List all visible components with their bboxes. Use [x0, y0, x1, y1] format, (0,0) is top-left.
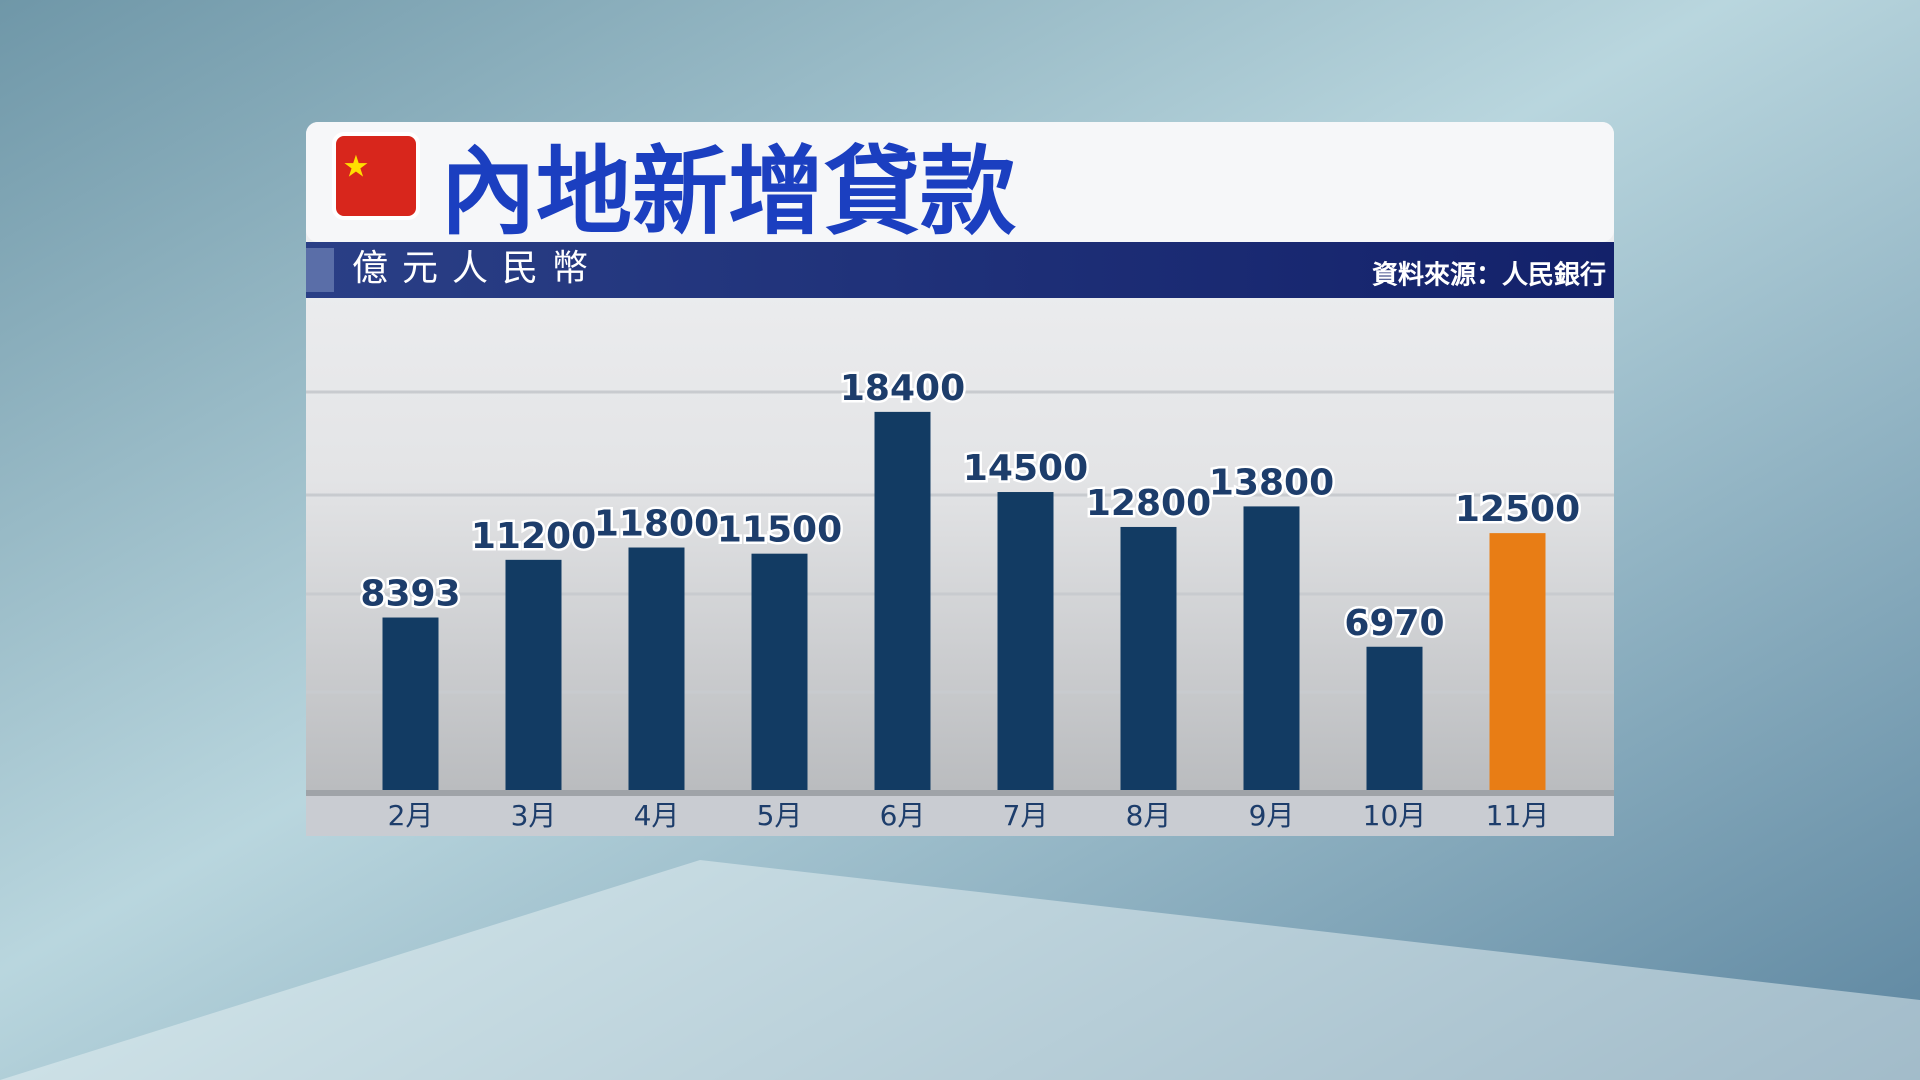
x-tick-label: 10月: [1363, 799, 1427, 832]
value-label: 11800: [594, 504, 719, 545]
bar: [1489, 533, 1546, 790]
value-label: 11200: [471, 516, 596, 557]
bar: [751, 553, 808, 790]
bar: [997, 492, 1054, 790]
x-tick-label: 8月: [1126, 799, 1172, 832]
accent: [306, 248, 334, 292]
source: 資料來源：人民銀行: [1372, 260, 1606, 291]
x-tick-label: 3月: [511, 799, 557, 832]
baseline: [306, 790, 1614, 796]
chart-title: 內地新增貸款: [440, 136, 1016, 248]
value-label: 14500: [963, 448, 1088, 489]
value-label: 12500: [1455, 489, 1580, 530]
bar: [1243, 506, 1300, 790]
category-strip: [306, 796, 1614, 836]
bar: [1120, 526, 1177, 790]
x-tick-label: 2月: [388, 799, 434, 832]
bar: [382, 617, 439, 790]
value-label: 12800: [1086, 483, 1211, 524]
x-tick-label: 11月: [1486, 799, 1550, 832]
decor: [0, 860, 1920, 1080]
value-label: 13800: [1209, 462, 1334, 503]
flag: [332, 132, 420, 220]
x-tick-label: 6月: [880, 799, 926, 832]
bar: [628, 547, 685, 790]
x-tick-label: 4月: [634, 799, 680, 832]
value-label: 18400: [840, 368, 965, 409]
value-label: 11500: [717, 510, 842, 551]
bar: [874, 411, 931, 790]
bar: [1366, 646, 1423, 790]
x-tick-label: 9月: [1249, 799, 1295, 832]
subtitle-band: [306, 242, 1614, 298]
value-label: 8393: [360, 574, 460, 615]
bar: [505, 559, 562, 790]
title-band: [306, 122, 1614, 242]
x-tick-label: 7月: [1003, 799, 1049, 832]
flag-star: ★: [343, 150, 370, 185]
subtitle: 億元人民幣: [352, 248, 602, 289]
x-tick-label: 5月: [757, 799, 803, 832]
value-label: 6970: [1344, 603, 1444, 644]
